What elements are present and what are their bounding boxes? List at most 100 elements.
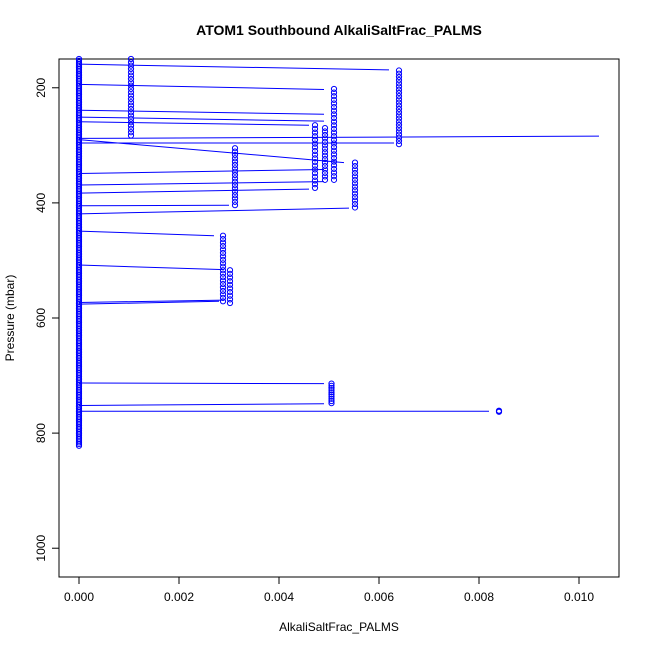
transect-line bbox=[78, 300, 220, 305]
data-point bbox=[311, 147, 319, 155]
data-point bbox=[231, 195, 239, 202]
data-point bbox=[127, 119, 135, 126]
data-point bbox=[127, 69, 135, 76]
data-point bbox=[351, 190, 359, 197]
data-point bbox=[395, 118, 403, 125]
data-point bbox=[395, 70, 403, 77]
data-point bbox=[231, 175, 239, 182]
data-point bbox=[127, 59, 135, 66]
data-point bbox=[127, 125, 135, 132]
data-point bbox=[351, 173, 359, 180]
data-point bbox=[330, 144, 338, 151]
data-point bbox=[351, 204, 359, 211]
data-point bbox=[395, 121, 403, 129]
data-point bbox=[219, 260, 227, 267]
transect-line bbox=[78, 181, 325, 186]
data-point bbox=[311, 133, 319, 140]
data-point bbox=[219, 280, 227, 288]
data-point bbox=[330, 100, 338, 107]
data-point bbox=[127, 72, 135, 79]
data-point bbox=[395, 141, 403, 148]
data-point bbox=[219, 291, 227, 298]
data-point bbox=[311, 144, 319, 151]
data-point bbox=[75, 439, 83, 446]
data-point bbox=[127, 95, 135, 103]
y-axis: 200 400 600 800 1000 bbox=[34, 77, 60, 562]
data-point bbox=[395, 99, 403, 106]
data-point bbox=[231, 202, 239, 209]
data-point bbox=[395, 80, 403, 87]
data-point bbox=[395, 137, 403, 145]
data-point bbox=[330, 133, 338, 140]
transect-line bbox=[78, 207, 350, 215]
data-point bbox=[311, 155, 319, 162]
data-point bbox=[321, 138, 329, 145]
data-point bbox=[311, 177, 319, 184]
data-point bbox=[231, 178, 239, 185]
data-point bbox=[395, 86, 403, 93]
data-point bbox=[328, 395, 335, 402]
data-point bbox=[226, 285, 234, 292]
data-point bbox=[75, 442, 83, 449]
data-point bbox=[219, 253, 227, 260]
data-point bbox=[127, 65, 135, 73]
data-point bbox=[311, 125, 319, 132]
data-point bbox=[330, 136, 338, 143]
y-tick-label: 200 bbox=[34, 77, 48, 97]
data-point bbox=[75, 440, 83, 448]
data-point bbox=[311, 140, 319, 147]
data-point bbox=[231, 181, 239, 189]
data-point bbox=[395, 134, 403, 141]
data-point bbox=[330, 165, 338, 173]
data-point bbox=[231, 145, 239, 152]
data-point bbox=[328, 397, 335, 405]
data-point bbox=[311, 166, 319, 173]
data-point bbox=[231, 151, 239, 159]
data-point bbox=[351, 194, 359, 201]
data-point bbox=[328, 382, 335, 389]
y-tick-label: 400 bbox=[34, 193, 48, 213]
data-point bbox=[127, 132, 135, 139]
data-point bbox=[226, 274, 234, 281]
data-point bbox=[351, 166, 359, 173]
data-point bbox=[321, 166, 329, 173]
data-point bbox=[330, 162, 338, 169]
data-point bbox=[330, 158, 338, 165]
transect-line bbox=[78, 83, 325, 91]
data-points bbox=[75, 55, 503, 449]
transect-line bbox=[78, 403, 325, 406]
data-point bbox=[127, 109, 135, 116]
data-point bbox=[321, 128, 329, 135]
data-point bbox=[311, 151, 319, 158]
data-point bbox=[330, 118, 338, 125]
data-point bbox=[351, 187, 359, 194]
data-point bbox=[321, 156, 329, 163]
data-point bbox=[330, 114, 338, 122]
data-point bbox=[330, 154, 338, 162]
data-point bbox=[226, 289, 234, 296]
data-point bbox=[127, 75, 135, 83]
data-point bbox=[395, 109, 403, 116]
transect-line bbox=[78, 382, 325, 385]
data-point bbox=[330, 85, 338, 93]
data-point bbox=[321, 145, 329, 152]
data-point bbox=[219, 236, 227, 243]
y-axis-label: Pressure (mbar) bbox=[3, 275, 17, 362]
data-point bbox=[395, 93, 403, 100]
data-point bbox=[219, 284, 227, 291]
data-point bbox=[395, 77, 403, 84]
data-point bbox=[219, 270, 227, 277]
data-point bbox=[395, 115, 403, 122]
transect-line bbox=[78, 63, 390, 71]
data-point bbox=[330, 147, 338, 154]
data-point bbox=[219, 232, 227, 239]
data-point bbox=[351, 197, 359, 204]
data-point bbox=[321, 124, 329, 132]
data-point bbox=[311, 170, 319, 177]
data-point bbox=[231, 185, 239, 192]
data-point bbox=[328, 387, 335, 394]
x-axis-label: AlkaliSaltFrac_PALMS bbox=[279, 620, 399, 634]
data-point bbox=[127, 129, 135, 136]
data-point bbox=[321, 131, 329, 139]
transect-line bbox=[78, 121, 310, 126]
